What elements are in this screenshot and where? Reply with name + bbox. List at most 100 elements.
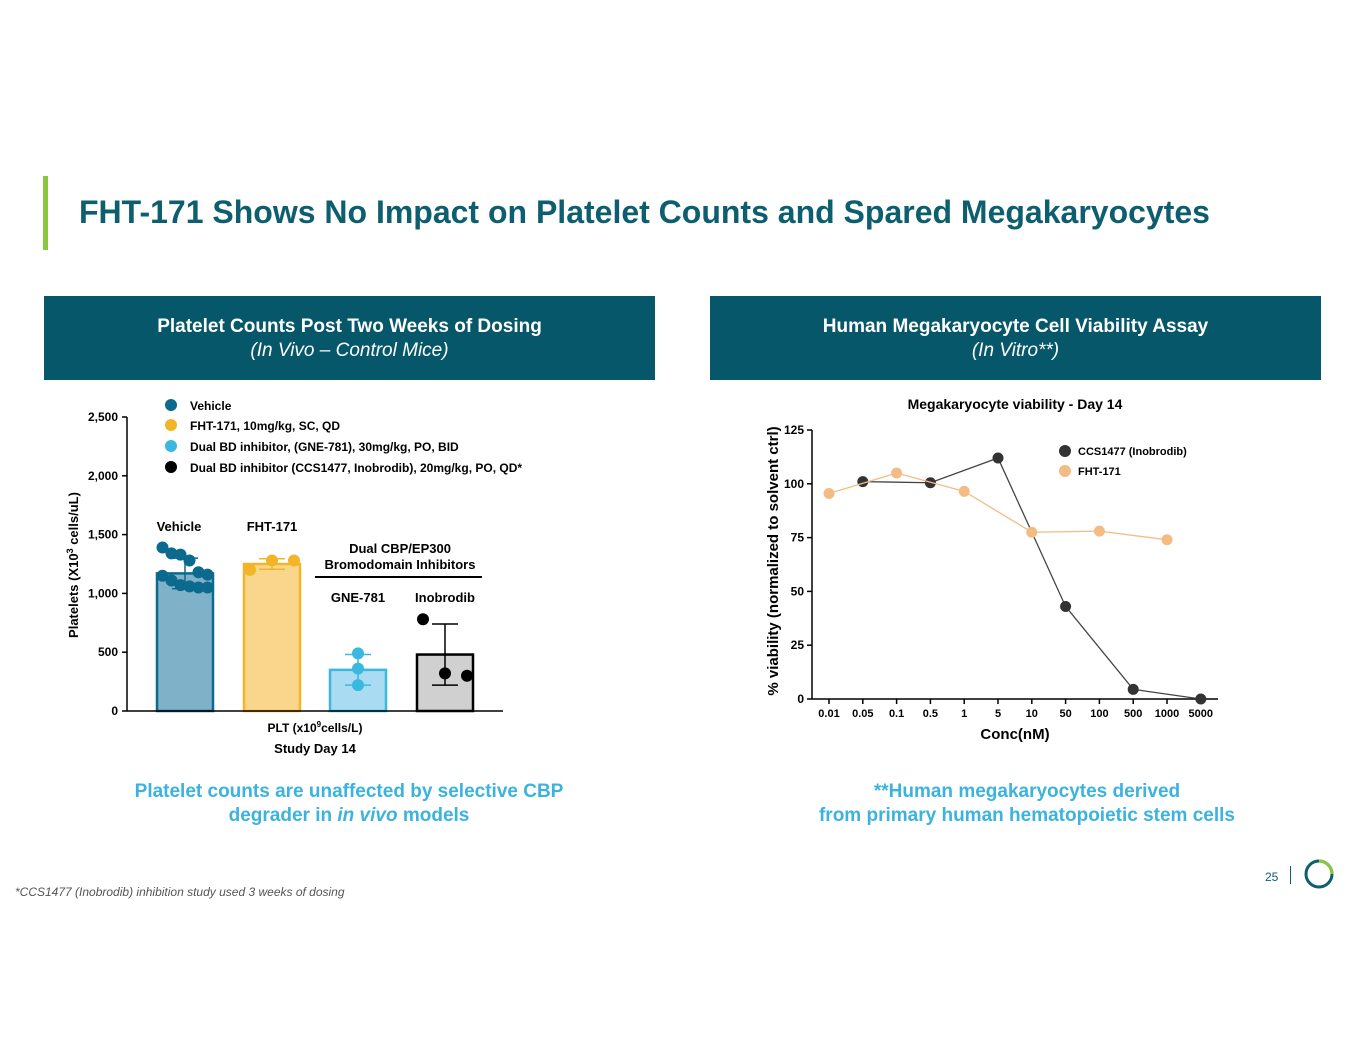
left-panel-header: Platelet Counts Post Two Weeks of Dosing… — [44, 296, 655, 380]
left-y-tick-label: 2,000 — [88, 469, 118, 483]
right-x-tick-label: 0.1 — [889, 708, 904, 720]
legend-fht171-marker — [165, 419, 177, 431]
left-data-point — [461, 669, 473, 682]
legend-ccs1477-marker — [1059, 445, 1071, 457]
page-number: 25 — [1265, 870, 1279, 884]
right-panel-header: Human Megakaryocyte Cell Viability Assay… — [710, 296, 1321, 380]
left-y-tick-label: 0 — [111, 704, 118, 718]
left-x-axis-label: PLT (x109cells/L) — [268, 720, 363, 735]
right-data-point — [992, 452, 1004, 464]
left-caption-line2: degrader in in vivo models — [104, 804, 594, 828]
left-y-axis-label: Platelets (X103 cells/uL) — [65, 492, 81, 638]
left-legend: Vehicle FHT-171, 10mg/kg, SC, QD Dual BD… — [165, 399, 522, 475]
legend-inobrodib-label: Dual BD inhibitor (CCS1477, Inobrodib), … — [190, 461, 522, 475]
right-series-line — [862, 457, 1201, 700]
right-data-point — [823, 487, 835, 499]
left-cat-label-fht171: FHT-171 — [247, 519, 298, 534]
left-data-point — [417, 613, 429, 626]
right-data-point — [1195, 693, 1207, 705]
right-y-tick-label: 0 — [797, 692, 804, 706]
left-data-point — [174, 548, 187, 561]
left-panel-heading: Platelet Counts Post Two Weeks of Dosing — [157, 316, 542, 337]
left-data-point — [352, 662, 364, 675]
legend-gne781-marker — [165, 440, 177, 452]
right-series — [823, 452, 1207, 705]
right-legend: CCS1477 (Inobrodib) FHT-171 — [1059, 445, 1187, 478]
left-data-point — [165, 547, 178, 560]
left-data-point — [183, 554, 196, 567]
left-data-point — [266, 554, 278, 567]
left-y-ticks: 0 500 1,000 1,500 2,000 2,500 — [88, 410, 127, 718]
legend-fht171-line-marker — [1059, 465, 1071, 477]
right-data-point — [1161, 534, 1173, 546]
legend-fht171-label: FHT-171, 10mg/kg, SC, QD — [190, 419, 340, 433]
left-data-point — [201, 581, 214, 594]
right-data-point — [1093, 525, 1105, 537]
left-data-point — [192, 581, 205, 594]
right-y-tick-label: 50 — [791, 584, 805, 598]
page-title: FHT-171 Shows No Impact on Platelet Coun… — [79, 194, 1210, 230]
platelet-bar-chart: Vehicle FHT-171, 10mg/kg, SC, QD Dual BD… — [65, 399, 522, 756]
footnote: *CCS1477 (Inobrodib) inhibition study us… — [15, 885, 345, 899]
left-panel-subheading: (In Vivo – Control Mice) — [250, 340, 449, 361]
right-series-line — [828, 472, 1168, 541]
right-x-tick-label: 1000 — [1155, 708, 1179, 720]
right-y-tick-label: 75 — [791, 531, 805, 545]
left-y-tick-label: 2,500 — [88, 410, 118, 424]
left-data-point — [288, 554, 300, 567]
left-data-point — [156, 569, 169, 582]
right-x-axis-label: Conc(nM) — [980, 726, 1049, 743]
left-data-point — [352, 679, 364, 692]
right-y-tick-label: 25 — [791, 638, 805, 652]
right-data-point — [1026, 526, 1038, 538]
left-y-tick-label: 1,500 — [88, 528, 118, 542]
legend-vehicle-label: Vehicle — [190, 399, 232, 413]
right-x-tick-label: 10 — [1026, 708, 1038, 720]
left-data-point — [439, 667, 451, 680]
right-x-tick-label: 0.01 — [818, 708, 839, 720]
left-cat-label-gne781: GNE-781 — [331, 590, 385, 605]
right-caption-line1: **Human megakaryocytes derived — [873, 781, 1181, 802]
right-y-ticks: 0 25 50 75 100 125 — [784, 423, 812, 706]
left-data-point — [174, 579, 187, 592]
right-panel-subheading: (In Vitro**) — [971, 340, 1060, 361]
right-panel-heading: Human Megakaryocyte Cell Viability Assay — [822, 316, 1209, 337]
right-x-tick-label: 0.05 — [852, 708, 873, 720]
title-accent-bar — [43, 176, 48, 250]
left-data-point — [156, 541, 169, 554]
right-data-point — [891, 467, 903, 479]
left-bar — [155, 572, 215, 713]
company-logo-icon — [1304, 859, 1334, 889]
legend-ccs1477-label: CCS1477 (Inobrodib) — [1078, 446, 1187, 458]
right-data-point — [958, 485, 970, 497]
right-y-tick-label: 100 — [784, 477, 804, 491]
legend-gne781-label: Dual BD inhibitor, (GNE-781), 30mg/kg, P… — [190, 440, 459, 454]
left-caption-line2-post: models — [397, 805, 470, 826]
left-caption-line2-pre: degrader in — [228, 805, 338, 826]
legend-vehicle-marker — [165, 399, 177, 411]
legend-fht171-line-label: FHT-171 — [1078, 466, 1121, 478]
left-x-axis-label-2: Study Day 14 — [274, 741, 356, 756]
right-data-point — [1060, 600, 1072, 612]
left-caption: Platelet counts are unaffected by select… — [104, 780, 594, 828]
left-caption-line2-em: in vivo — [337, 805, 398, 826]
left-y-tick-label: 500 — [98, 645, 118, 659]
viability-line-chart: Megakaryocyte viability - Day 14 % viabi… — [765, 396, 1218, 743]
left-data-point — [244, 563, 256, 576]
right-x-tick-label: 100 — [1090, 708, 1108, 720]
right-caption: **Human megakaryocytes derived from prim… — [770, 780, 1284, 828]
right-x-tick-label: 5 — [995, 708, 1001, 720]
left-bar — [242, 562, 302, 713]
legend-inobrodib-marker — [165, 461, 177, 473]
right-x-tick-label: 50 — [1059, 708, 1071, 720]
right-x-tick-label: 0.5 — [923, 708, 938, 720]
left-caption-line1: Platelet counts are unaffected by select… — [134, 781, 564, 802]
right-x-tick-label: 5000 — [1189, 708, 1213, 720]
left-cat-label-inobrodib: Inobrodib — [415, 590, 475, 605]
right-x-tick-label: 500 — [1124, 708, 1142, 720]
left-y-tick-label: 1,000 — [88, 586, 118, 600]
right-x-ticks: 0.01 0.05 0.1 0.5 1 5 10 50 100 500 1000 5000 — [818, 699, 1213, 720]
left-group-label-line2: Bromodomain Inhibitors — [325, 557, 476, 572]
right-x-tick-label: 1 — [961, 708, 967, 720]
right-chart-title: Megakaryocyte viability - Day 14 — [908, 396, 1123, 412]
